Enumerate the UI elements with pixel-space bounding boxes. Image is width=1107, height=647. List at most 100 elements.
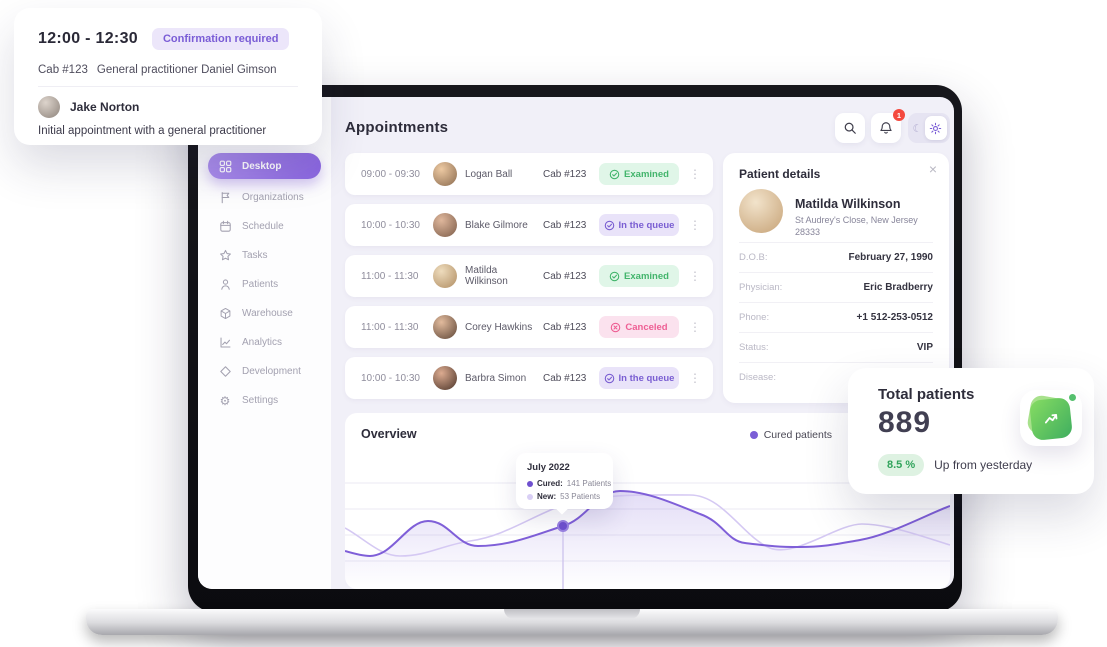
cab-number: Cab #123 — [38, 64, 88, 76]
appointment-popup-card: 12:00 - 12:30 Confirmation required Cab … — [14, 8, 322, 145]
delta-badge: 8.5 % — [878, 454, 925, 476]
laptop-base — [86, 609, 1058, 635]
chart-highlight-dot — [557, 520, 569, 532]
sidebar-item-tasks[interactable]: Tasks — [208, 245, 321, 266]
appointment-row[interactable]: 10:00 - 10:30 Blake Gilmore Cab #123 In … — [345, 204, 713, 246]
patient-fields: D.O.B: February 27, 1990 Physician: Eric… — [739, 242, 933, 392]
grid-icon — [218, 159, 232, 173]
status-badge: In the queue — [599, 214, 679, 236]
avatar — [433, 264, 457, 288]
divider — [38, 86, 298, 87]
code-icon — [218, 365, 232, 379]
avatar — [433, 366, 457, 390]
sidebar-item-organizations[interactable]: Organizations — [208, 187, 321, 208]
patient-avatar — [739, 189, 783, 233]
patient-name: Barbra Simon — [465, 372, 527, 384]
status-dot — [1069, 394, 1076, 401]
sidebar-item-analytics[interactable]: Analytics — [208, 332, 321, 353]
sidebar-item-desktop[interactable]: Desktop — [208, 153, 321, 179]
sidebar-item-label: Patients — [242, 279, 279, 290]
patient-name: Blake Gilmore — [465, 219, 528, 231]
chart-tooltip: July 2022 Cured: 141 Patients New: 53 Pa… — [516, 453, 613, 515]
cab-number: Cab #123 — [543, 168, 587, 180]
check-circle-icon — [609, 271, 620, 281]
field-row: Status: VIP — [739, 332, 933, 362]
sidebar-item-label: Settings — [242, 395, 279, 406]
flag-icon — [218, 191, 232, 205]
sidebar-item-schedule[interactable]: Schedule — [208, 216, 321, 237]
appointment-description: Initial appointment with a general pract… — [38, 125, 267, 137]
cab-number: Cab #123 — [543, 219, 587, 231]
box-icon — [218, 307, 232, 321]
sidebar: Desktop Organizations Schedule — [198, 97, 331, 589]
patient-name: Matilda Wilkinson — [795, 197, 901, 211]
moon-icon[interactable]: ☾ — [912, 122, 923, 135]
main-content: Appointments 1 ☾ — [331, 97, 954, 589]
appointment-time: 09:00 - 09:30 — [361, 168, 420, 180]
patient-details-panel: Patient details × Matilda Wilkinson St A… — [723, 153, 949, 403]
field-value: Eric Bradberry — [863, 282, 933, 293]
field-row: Disease: — [739, 362, 933, 392]
sidebar-item-label: Warehouse — [242, 308, 293, 319]
appointment-time: 10:00 - 10:30 — [361, 219, 420, 231]
gear-icon: ⚙ — [219, 393, 231, 408]
user-icon — [218, 278, 232, 292]
patient-name: Corey Hawkins — [465, 321, 533, 333]
sidebar-item-patients[interactable]: Patients — [208, 274, 321, 295]
appointment-time: 11:00 - 11:30 — [361, 321, 419, 333]
practitioner-name: General practitioner Daniel Gimson — [96, 64, 277, 76]
kebab-menu-icon[interactable]: ⋮ — [689, 320, 701, 334]
check-circle-icon — [604, 373, 614, 383]
delta-caption: Up from yesterday — [934, 458, 1033, 472]
appointment-card-person: Jake Norton — [38, 96, 139, 118]
status-label: Canceled — [625, 321, 668, 333]
trend-up-icon — [1029, 397, 1073, 441]
sidebar-item-settings[interactable]: ⚙ Settings — [208, 390, 321, 411]
kebab-menu-icon[interactable]: ⋮ — [689, 218, 701, 232]
appointment-row[interactable]: 11:00 - 11:30 Matilda Wilkinson Cab #123… — [345, 255, 713, 297]
tooltip-cured-value: 141 Patients — [566, 479, 612, 488]
total-patients-value: 889 — [878, 406, 932, 439]
laptop-screen-content: Desktop Organizations Schedule — [198, 97, 954, 589]
theme-toggle: ☾ — [908, 113, 950, 143]
sidebar-item-warehouse[interactable]: Warehouse — [208, 303, 321, 324]
check-circle-icon — [609, 169, 620, 179]
cured-dot — [527, 480, 533, 487]
tooltip-cured-row: Cured: 141 Patients — [527, 479, 611, 488]
legend-dot — [749, 431, 758, 439]
sidebar-item-development[interactable]: Development — [208, 361, 321, 382]
appointment-row[interactable]: 10:00 - 10:30 Barbra Simon Cab #123 In t… — [345, 357, 713, 399]
sun-button[interactable] — [924, 116, 947, 140]
total-patients-delta-row: 8.5 % Up from yesterday — [878, 454, 1032, 476]
search-button[interactable] — [835, 113, 865, 143]
sidebar-item-label: Analytics — [242, 337, 283, 348]
status-label: Examined — [624, 168, 669, 180]
kebab-menu-icon[interactable]: ⋮ — [689, 371, 701, 385]
laptop-notch — [504, 609, 640, 619]
star-icon — [218, 249, 232, 263]
tooltip-new-label: New: — [537, 492, 557, 501]
appointment-row[interactable]: 11:00 - 11:30 Corey Hawkins Cab #123 Can… — [345, 306, 713, 348]
overview-title: Overview — [361, 427, 417, 441]
patient-name: Logan Ball — [465, 168, 513, 180]
kebab-menu-icon[interactable]: ⋮ — [689, 269, 701, 283]
check-circle-icon — [604, 220, 614, 230]
kebab-menu-icon[interactable]: ⋮ — [689, 167, 701, 181]
status-badge: Canceled — [599, 316, 679, 338]
sidebar-item-label: Schedule — [242, 221, 284, 232]
chart-icon — [218, 336, 232, 350]
field-value: February 27, 1990 — [848, 252, 934, 263]
status-label: In the queue — [618, 372, 675, 384]
total-patients-card: Total patients 889 8.5 % Up from yesterd… — [848, 368, 1094, 494]
notifications-button[interactable]: 1 — [871, 109, 905, 143]
appointment-time-range: 12:00 - 12:30 — [38, 30, 138, 47]
status-badge: In the queue — [599, 367, 679, 389]
patient-address: St Audrey's Close, New Jersey 28333 — [795, 215, 918, 237]
page-title: Appointments — [345, 119, 449, 136]
status-label: Examined — [624, 270, 669, 282]
chart-legend: Cured patients — [749, 429, 832, 441]
appointment-row[interactable]: 09:00 - 09:30 Logan Ball Cab #123 Examin… — [345, 153, 713, 195]
close-icon[interactable]: × — [928, 161, 937, 177]
appointment-time: 10:00 - 10:30 — [361, 372, 420, 384]
